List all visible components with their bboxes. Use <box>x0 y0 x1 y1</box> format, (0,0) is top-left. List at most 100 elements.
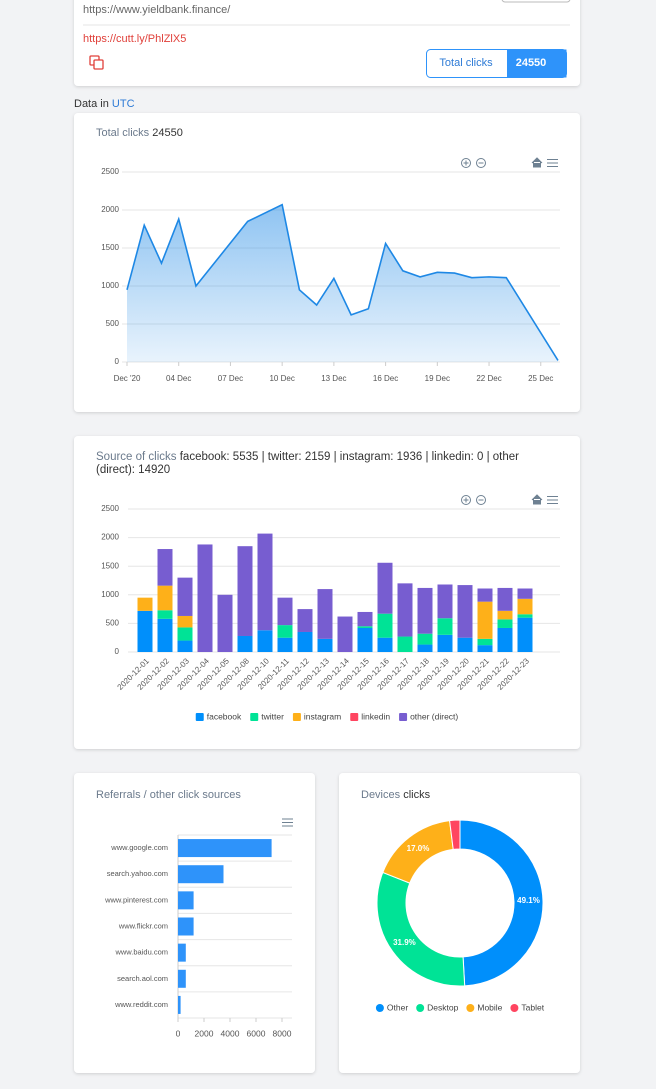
bar-segment <box>277 597 293 626</box>
bar-segment <box>397 636 413 652</box>
data-label: 17.0% <box>407 844 430 853</box>
y-tick-label: www.baidu.com <box>114 948 168 957</box>
bar-segment <box>417 587 433 634</box>
bar <box>178 839 272 858</box>
zoom-out[interactable] <box>476 495 486 505</box>
x-tick-label: 4000 <box>221 1028 240 1038</box>
bar-segment <box>237 635 253 652</box>
bar <box>178 943 186 962</box>
x-tick-label: 22 Dec <box>476 374 501 383</box>
timezone: Data in UTC <box>74 98 135 110</box>
legend-label: facebook <box>207 711 242 721</box>
bar-segment <box>497 587 513 611</box>
bar-segment <box>177 615 193 628</box>
total-clicks-label: Total clicks <box>439 57 493 69</box>
y-tick-label: 500 <box>106 319 120 328</box>
bar-segment <box>197 544 213 652</box>
timezone-value: UTC <box>112 98 135 110</box>
bar <box>178 917 194 936</box>
bar-segment <box>457 585 473 638</box>
legend-swatch <box>292 713 301 721</box>
bar-segment <box>317 589 333 639</box>
y-tick-label: 500 <box>106 619 120 628</box>
bar-segment <box>477 601 493 639</box>
legend-swatch <box>510 1004 519 1012</box>
bar-segment <box>217 594 233 652</box>
bar-segment <box>177 577 193 616</box>
bar-segment <box>497 610 513 620</box>
zoom-in[interactable] <box>461 495 471 505</box>
x-tick-label: 10 Dec <box>269 374 294 383</box>
zoom-out[interactable] <box>476 158 486 168</box>
timezone-label: Data in <box>74 98 109 110</box>
data-label: 31.9% <box>393 938 416 947</box>
chart-title: Devices clicks <box>361 789 431 801</box>
legend: Other Desktop Mobile Tablet <box>375 1002 545 1012</box>
x-tick-label: 8000 <box>273 1028 292 1038</box>
y-tick-label: 0 <box>115 357 120 366</box>
bar-segment <box>157 610 173 619</box>
bar-segment <box>277 625 293 638</box>
y-tick-label: 2500 <box>101 167 119 176</box>
bar-segment <box>477 638 493 646</box>
area <box>127 204 558 362</box>
y-tick-label: search.yahoo.com <box>107 869 168 878</box>
copy-icon[interactable] <box>89 55 104 70</box>
legend-label: Desktop <box>427 1002 458 1012</box>
legend-label: Other <box>387 1002 408 1012</box>
y-tick-label: 1500 <box>101 243 119 252</box>
bar <box>178 865 224 884</box>
bar-segment <box>437 584 453 619</box>
bar-segment <box>517 614 533 618</box>
bar-segment <box>437 634 453 652</box>
home[interactable] <box>531 494 543 505</box>
y-tick-label: www.google.com <box>110 843 168 852</box>
legend-label: other (direct) <box>410 711 458 721</box>
bar-segment <box>417 633 433 645</box>
home[interactable] <box>531 157 543 168</box>
chart-title: Total clicks 24550 <box>96 127 183 139</box>
x-tick-label: 04 Dec <box>166 374 191 383</box>
x-tick-label: Dec '20 <box>114 374 141 383</box>
x-tick-label: 13 Dec <box>321 374 346 383</box>
y-tick-label: www.pinterest.com <box>104 895 168 904</box>
legend-label: linkedin <box>361 711 390 721</box>
menu[interactable] <box>282 818 293 827</box>
bar-segment <box>237 546 253 636</box>
x-tick-label: 19 Dec <box>425 374 450 383</box>
bar-segment <box>477 645 493 652</box>
button[interactable] <box>501 0 571 3</box>
bar-segment <box>477 588 493 602</box>
bar-segment <box>457 637 473 652</box>
y-tick-label: 1000 <box>101 281 119 290</box>
bar-segment <box>297 631 313 652</box>
bar-segment <box>417 644 433 652</box>
menu[interactable] <box>547 159 558 167</box>
legend-label: twitter <box>261 711 284 721</box>
legend-swatch <box>416 1004 425 1012</box>
y-tick-label: 1500 <box>101 561 119 570</box>
bar-segment <box>177 627 193 641</box>
legend-swatch <box>466 1004 475 1012</box>
y-tick-label: 2000 <box>101 533 119 542</box>
zoom-in[interactable] <box>461 158 471 168</box>
data-label: 49.1% <box>517 896 540 905</box>
legend-swatch <box>250 713 259 721</box>
bar-segment <box>377 613 393 638</box>
bar-segment <box>517 617 533 652</box>
bar-segment <box>257 533 273 631</box>
menu[interactable] <box>547 496 558 504</box>
donut-slice <box>459 819 544 987</box>
bar-segment <box>397 583 413 637</box>
short-url[interactable]: https://cutt.ly/PhlZlX5 <box>83 33 186 45</box>
bar-segment <box>377 637 393 652</box>
bar-segment <box>157 585 173 611</box>
bar <box>178 891 194 910</box>
bar-segment <box>377 562 393 614</box>
legend-label: instagram <box>304 711 341 721</box>
total-clicks-value: 24550 <box>516 57 547 69</box>
y-tick-label: search.aol.com <box>117 974 168 983</box>
donut-slice <box>449 819 461 850</box>
legend-swatch <box>195 713 204 721</box>
